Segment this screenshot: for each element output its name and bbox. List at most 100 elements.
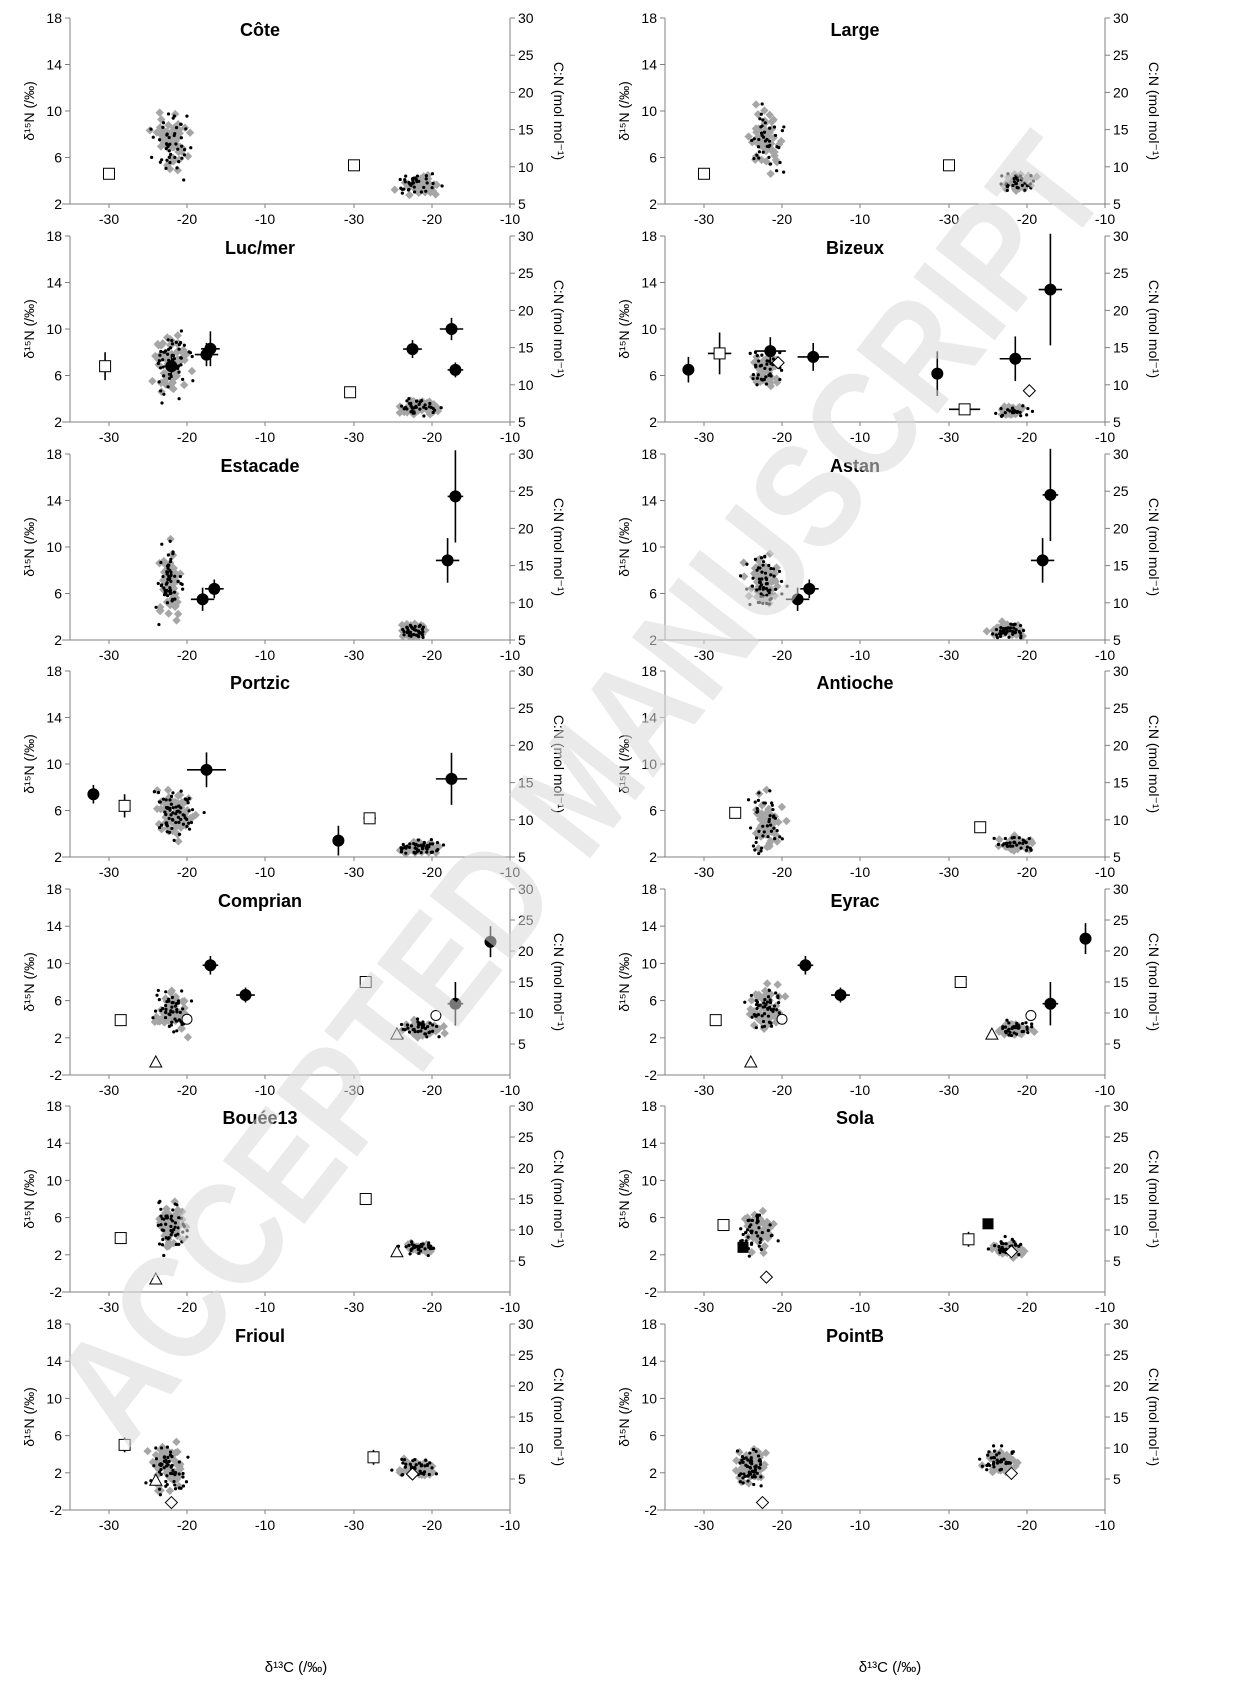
data-point: [412, 850, 416, 854]
marker-filled-circle: [202, 955, 219, 975]
left-tick-label: 10: [641, 1390, 657, 1406]
data-point: [405, 399, 409, 403]
data-point: [160, 542, 164, 546]
data-point: [440, 184, 444, 188]
data-point: [173, 1483, 177, 1487]
data-point: [1015, 843, 1019, 847]
panel-title: Estacade: [220, 456, 299, 476]
y-axis-label-right: C:N (mol mol⁻¹): [551, 62, 567, 160]
data-point: [419, 850, 423, 855]
x-tick-label: -30: [694, 1299, 714, 1315]
data-point: [425, 1035, 429, 1039]
right-tick-label: 20: [518, 302, 534, 318]
data-point: [985, 1463, 989, 1468]
cloud-diamond: [1009, 846, 1019, 855]
cloud-diamond: [151, 1462, 161, 1471]
data-point: [1005, 1018, 1009, 1022]
filled-circle: [208, 582, 221, 595]
data-point: [173, 1225, 177, 1229]
marker-open-square: [348, 159, 360, 172]
y-axis-label-left: δ¹⁵N (/‰): [616, 1387, 632, 1446]
right-tick-label: 25: [518, 265, 534, 281]
data-point: [1004, 1461, 1008, 1466]
data-point: [190, 354, 194, 359]
data-point: [749, 993, 754, 998]
data-point: [399, 850, 404, 854]
panel-bizeux: 2 6 10 14 18 5 10 15 20 25 30 -30 -30 -20 -20 -10 -10 Biz…: [616, 228, 1162, 445]
marker-filled-circle: [190, 587, 215, 611]
data-point: [760, 1014, 764, 1018]
data-point: [760, 1231, 764, 1235]
data-point: [166, 385, 170, 389]
cloud-diamond: [747, 1247, 756, 1257]
data-point: [782, 125, 786, 129]
cloud-diamond: [765, 144, 775, 153]
x-tick-label: -20: [1017, 864, 1037, 880]
cloud-diamond: [1010, 169, 1019, 179]
data-point: [404, 1245, 408, 1249]
data-point: [759, 112, 763, 116]
data-point: [407, 1030, 412, 1034]
open-triangle: [390, 1244, 404, 1258]
data-point: [1001, 843, 1005, 847]
data-point: [759, 592, 763, 596]
data-point: [749, 1456, 753, 1460]
cloud-diamond: [180, 1003, 189, 1013]
data-point: [769, 566, 773, 571]
data-point: [766, 1228, 770, 1233]
cloud-diamond: [1018, 631, 1028, 641]
data-point: [417, 1021, 422, 1025]
y-axis-label-right: C:N (mol mol⁻¹): [1146, 933, 1162, 1031]
data-point: [986, 1453, 990, 1457]
right-tick-label: 15: [1113, 1191, 1129, 1207]
panel-frioul: -2 2 6 10 14 18 5 10 15 20 25 30 -30 -30 -20 -20 -10 -10 F…: [21, 1316, 567, 1533]
data-point: [765, 593, 769, 597]
data-point: [1029, 848, 1033, 852]
data-point: [762, 801, 766, 805]
data-point: [758, 117, 762, 121]
data-point: [762, 377, 766, 382]
right-tick-label: 15: [518, 974, 534, 990]
open-square: [99, 360, 112, 373]
data-point: [422, 414, 426, 418]
data-point: [427, 1472, 431, 1477]
marker-open-triangle: [743, 1054, 758, 1068]
data-point: [177, 1216, 181, 1220]
data-point: [1018, 410, 1022, 414]
data-point: [179, 122, 183, 126]
left-tick-label: 2: [649, 196, 657, 212]
data-point: [771, 357, 776, 361]
right-tick-label: 10: [1113, 1222, 1129, 1238]
data-point: [755, 1006, 759, 1011]
cloud-diamond: [173, 830, 182, 839]
left-tick-label: 14: [46, 57, 62, 73]
data-point: [767, 563, 771, 568]
data-point: [405, 844, 409, 848]
cloud-diamond: [765, 1223, 774, 1233]
data-point: [168, 1450, 173, 1454]
open-square: [359, 1193, 372, 1205]
data-point: [152, 790, 156, 794]
data-point: [400, 1473, 404, 1477]
data-point: [777, 1001, 781, 1005]
open-diamond: [1004, 1244, 1019, 1259]
cloud-diamond: [157, 1452, 166, 1462]
marker-open-square: [698, 167, 710, 180]
data-point: [763, 555, 767, 559]
data-point: [159, 1446, 164, 1450]
data-point: [157, 1470, 162, 1474]
marker-filled-circle: [682, 356, 695, 383]
cloud-diamond: [764, 805, 774, 814]
marker-filled-circle: [447, 362, 464, 378]
cloud-diamond: [766, 169, 775, 178]
point-cloud: [397, 1015, 449, 1042]
left-tick-label: 14: [46, 1353, 62, 1369]
cloud-diamond: [757, 1017, 766, 1026]
right-tick-label: 10: [518, 812, 534, 828]
cloud-diamond: [395, 408, 404, 417]
data-point: [755, 153, 759, 157]
data-point: [184, 1480, 189, 1484]
open-square: [103, 167, 115, 180]
data-point: [168, 1013, 172, 1017]
cloud-diamond: [439, 1022, 448, 1031]
